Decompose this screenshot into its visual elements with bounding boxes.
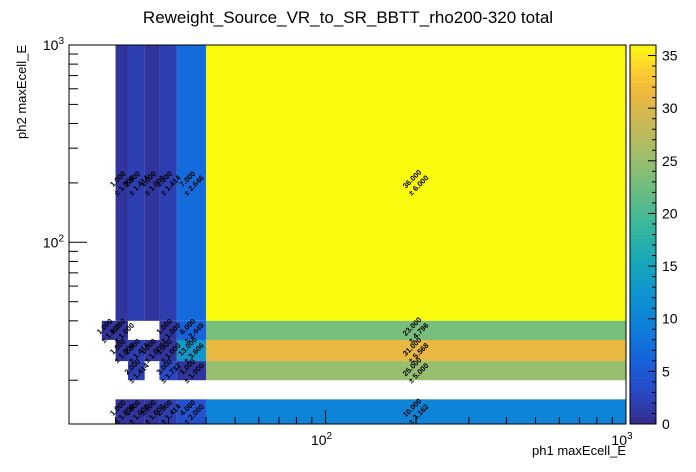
colorbar-segment xyxy=(630,257,656,266)
y-axis-label: ph2 maxEcell_E xyxy=(14,45,29,139)
colorbar-tick-label: 5 xyxy=(662,363,670,379)
colorbar-segment xyxy=(630,90,656,99)
colorbar-segment xyxy=(630,370,656,380)
colorbar-tick-label: 30 xyxy=(662,100,678,116)
colorbar-segment xyxy=(630,189,656,198)
colorbar-segment xyxy=(630,363,656,372)
colorbar-segment xyxy=(630,128,656,137)
colorbar-segment xyxy=(630,143,656,152)
x-axis-label: ph1 maxEcell_E xyxy=(532,443,626,458)
colorbar-segment xyxy=(630,401,656,410)
colorbar: 0 5 10 15 20 25 30 35 xyxy=(629,44,678,432)
colorbar-segment xyxy=(630,287,656,296)
colorbar-segment xyxy=(630,204,656,213)
colorbar-tick-label: 35 xyxy=(662,48,678,64)
heatmap-cell xyxy=(205,339,626,362)
colorbar-segment xyxy=(630,408,656,417)
plot-frame xyxy=(68,44,627,425)
colorbar-segment xyxy=(630,325,656,334)
heatmap-cell xyxy=(159,45,177,321)
colorbar-segment xyxy=(630,393,656,402)
colorbar-segment xyxy=(630,60,656,69)
heatmap-cell xyxy=(115,45,128,321)
heatmap-cell xyxy=(127,361,145,381)
heatmap-cell xyxy=(159,399,177,424)
colorbar-segment xyxy=(630,135,656,145)
heatmap-cell xyxy=(159,339,177,362)
heatmap-cell xyxy=(205,45,626,321)
heatmap-cell xyxy=(144,45,160,321)
colorbar-segment xyxy=(630,52,656,61)
colorbar-segment xyxy=(630,105,656,114)
heatmap-cell xyxy=(176,339,206,362)
heatmap-cell xyxy=(176,361,206,381)
colorbar-segment xyxy=(630,45,656,54)
heatmap-cell xyxy=(159,320,177,340)
colorbar-segment xyxy=(630,340,656,349)
colorbar-segment xyxy=(630,98,656,107)
heatmap-cell xyxy=(205,320,626,340)
colorbar-segment xyxy=(630,166,656,175)
chart-title: Reweight_Source_VR_to_SR_BBTT_rho200-320… xyxy=(143,8,553,27)
colorbar-segment xyxy=(630,279,656,289)
heatmap-cell xyxy=(159,361,177,381)
colorbar-segment xyxy=(630,173,656,182)
heatmap-cells xyxy=(101,45,626,424)
colorbar-segment xyxy=(630,249,656,258)
y-tick-label: 102 xyxy=(43,233,65,250)
y-axis-ticks: 102 103 xyxy=(43,36,87,381)
heatmap-cell xyxy=(205,361,626,381)
y-tick-label: 103 xyxy=(43,36,65,53)
x-axis-ticks: 102 103 xyxy=(115,410,633,448)
colorbar-segment xyxy=(630,317,656,326)
colorbar-segment xyxy=(630,234,656,243)
colorbar-segment xyxy=(630,82,656,91)
colorbar-segment xyxy=(630,355,656,364)
heatmap-cell xyxy=(101,320,116,340)
heatmap-cell xyxy=(176,45,206,321)
colorbar-segment xyxy=(630,264,656,273)
colorbar-segment xyxy=(630,196,656,205)
colorbar-segment xyxy=(630,113,656,122)
heatmap-cell xyxy=(144,339,160,362)
colorbar-segment xyxy=(630,272,656,281)
colorbar-segment xyxy=(630,386,656,395)
colorbar-tick-label: 15 xyxy=(662,258,678,274)
heatmap-cell xyxy=(127,399,145,424)
colorbar-segment xyxy=(630,226,656,235)
colorbar-segment xyxy=(630,75,656,84)
heatmap-cell xyxy=(127,339,145,362)
colorbar-tick-label: 10 xyxy=(662,311,678,327)
colorbar-segment xyxy=(630,219,656,228)
colorbar-tick-label: 20 xyxy=(662,205,678,221)
heatmap-cell xyxy=(127,45,145,321)
heatmap-cell xyxy=(115,339,128,362)
heatmap-cell xyxy=(176,399,206,424)
colorbar-tick-label: 0 xyxy=(662,416,670,432)
colorbar-segment xyxy=(630,211,656,220)
heatmap-cell xyxy=(176,320,206,340)
colorbar-segment xyxy=(630,242,656,251)
colorbar-segment xyxy=(630,295,656,304)
colorbar-segment xyxy=(630,151,656,160)
heatmap-cell xyxy=(115,320,128,340)
colorbar-segment xyxy=(630,120,656,129)
colorbar-tick-label: 25 xyxy=(662,153,678,169)
colorbar-segment xyxy=(630,158,656,167)
colorbar-segment xyxy=(630,378,656,387)
colorbar-segment xyxy=(630,302,656,311)
colorbar-segment xyxy=(630,348,656,357)
colorbar-segment xyxy=(630,310,656,319)
heatmap-cell xyxy=(115,399,128,424)
x-tick-label: 102 xyxy=(311,431,333,448)
colorbar-segment xyxy=(630,333,656,342)
x-tick-label: 103 xyxy=(611,431,633,448)
colorbar-segment xyxy=(630,416,656,425)
colorbar-segment xyxy=(630,67,656,76)
heatmap-cell xyxy=(144,399,160,424)
colorbar-segment xyxy=(630,181,656,190)
